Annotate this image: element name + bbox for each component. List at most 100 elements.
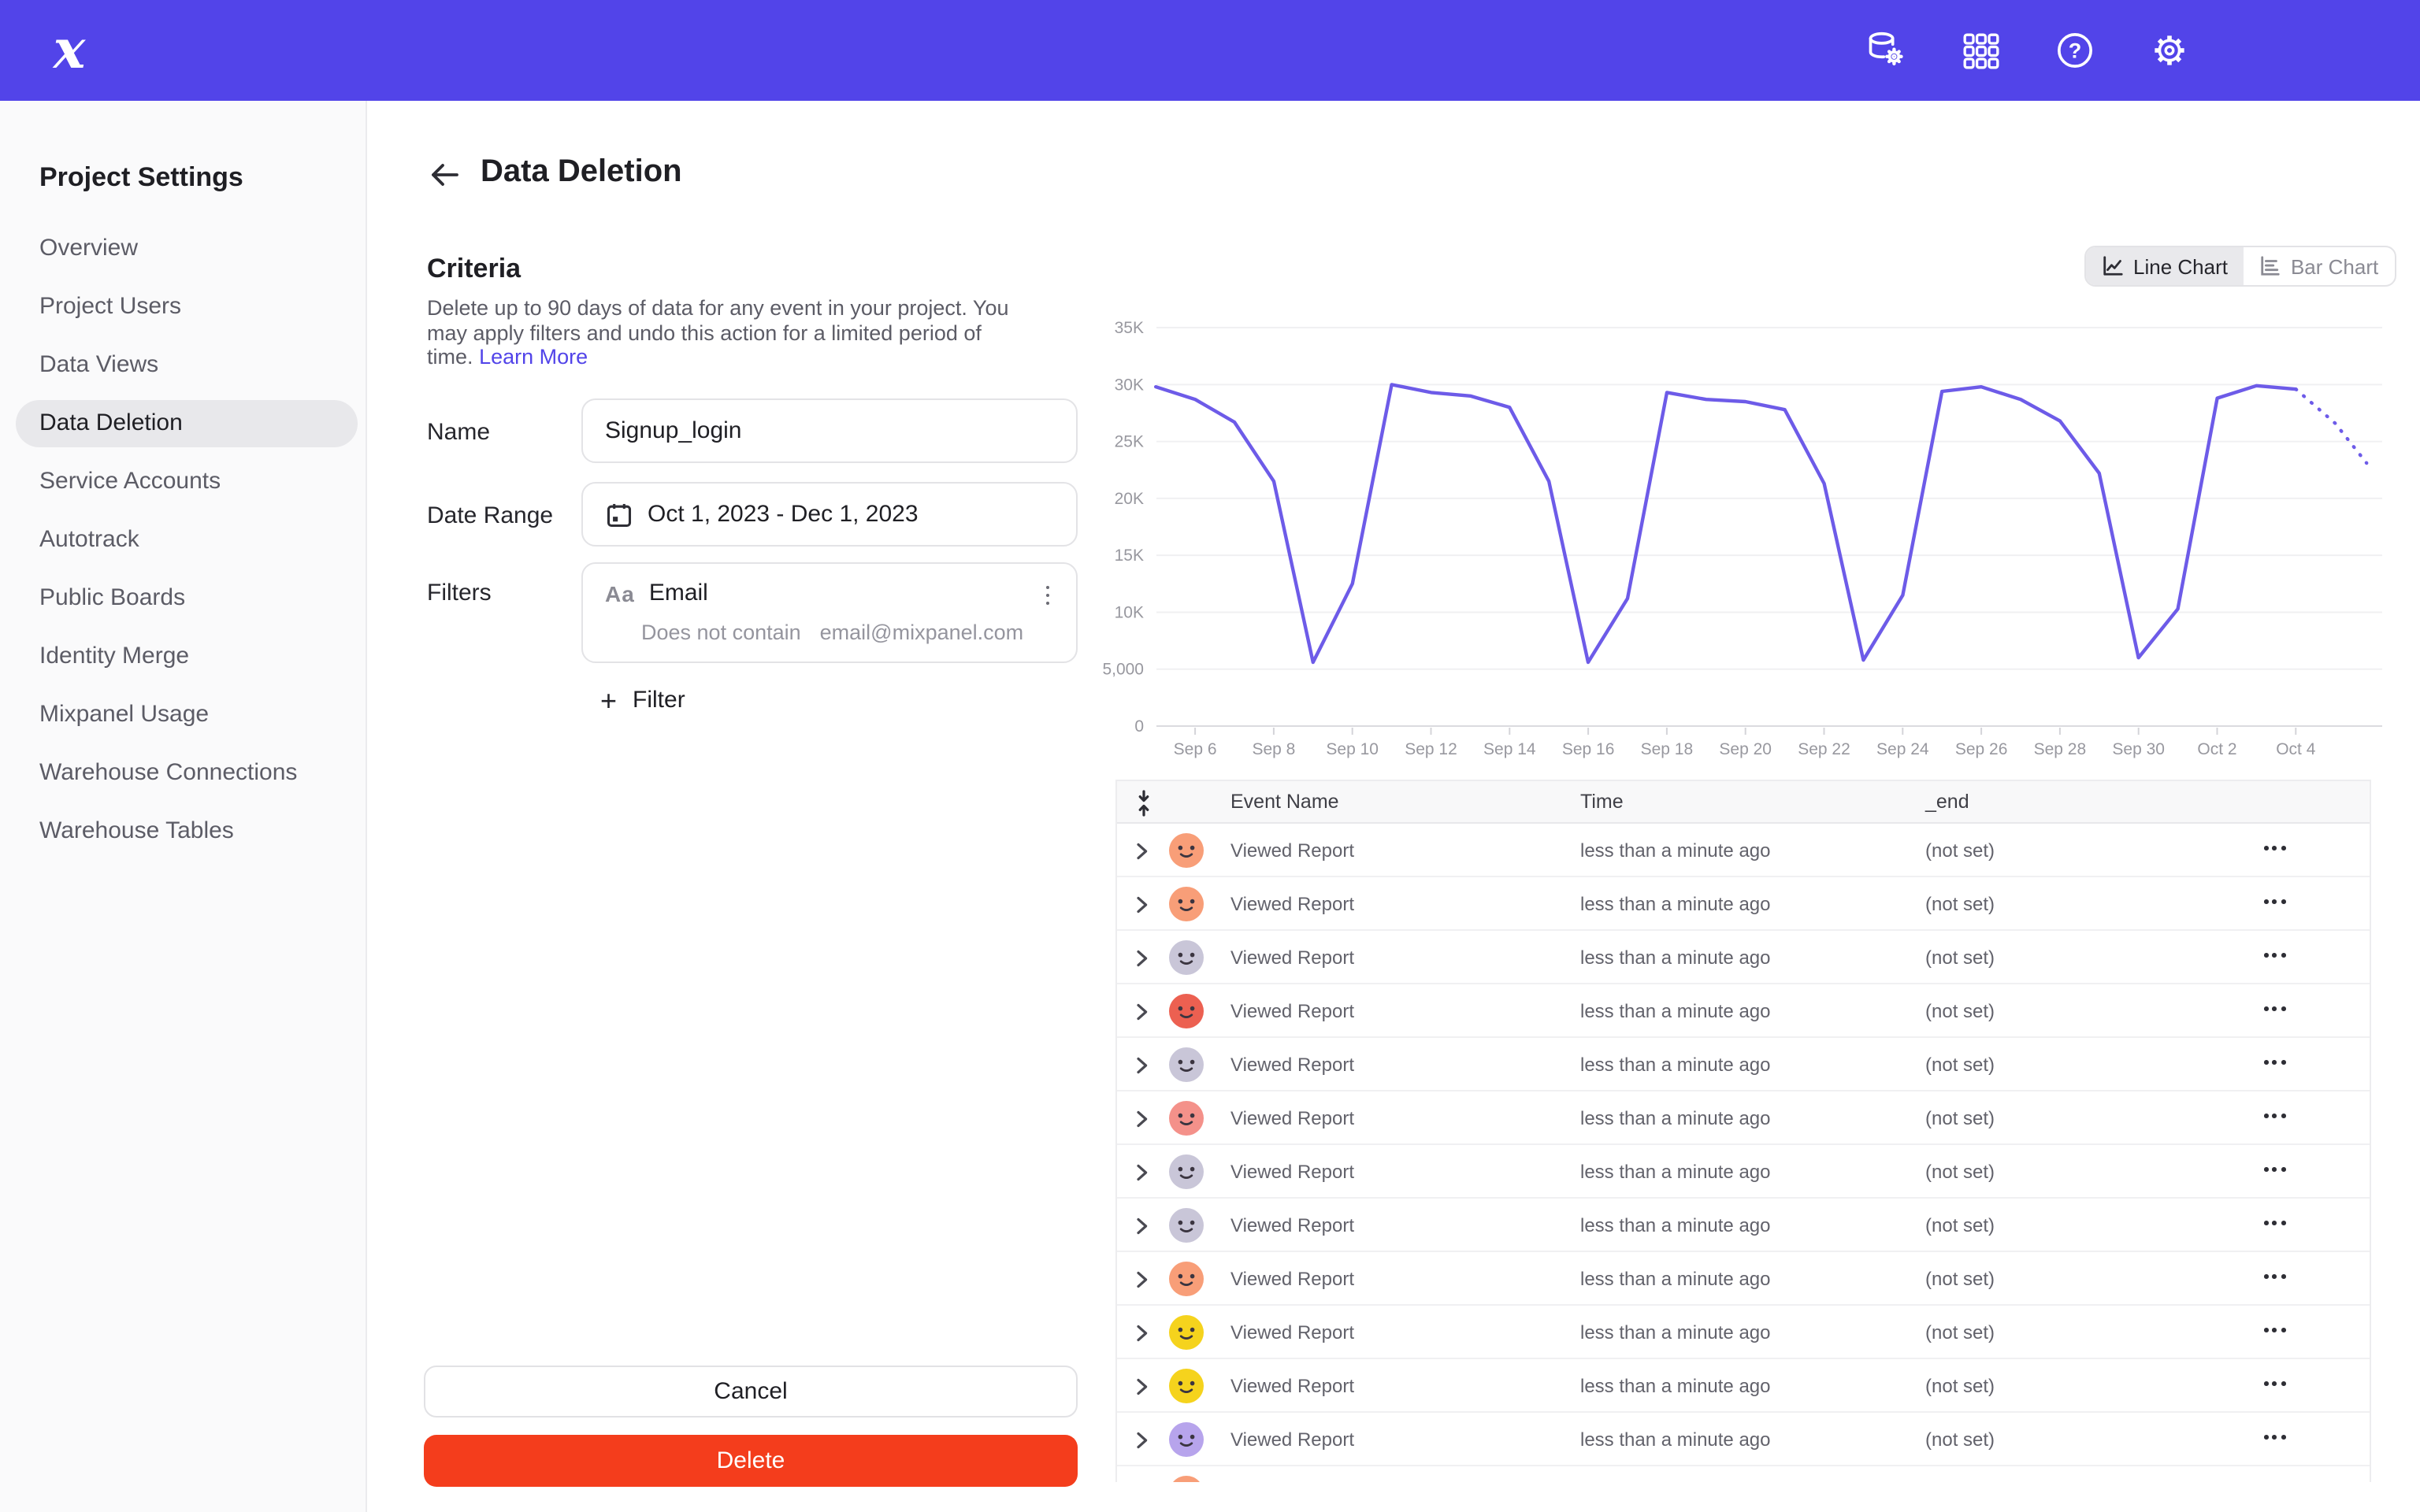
name-input[interactable]: Signup_login [581, 398, 1078, 463]
expand-chevron-icon[interactable] [1136, 1003, 1149, 1021]
user-avatar [1169, 1047, 1204, 1082]
filter-card[interactable]: Aa Email Does not contain email@mixpanel… [581, 562, 1078, 663]
expand-chevron-icon[interactable] [1136, 950, 1149, 967]
sidebar: Project Settings Overview Project Users Da… [0, 101, 367, 1512]
cell-time: less than a minute ago [1580, 947, 1771, 969]
expand-chevron-icon[interactable] [1136, 1271, 1149, 1288]
user-avatar [1169, 1154, 1204, 1189]
series-line[interactable] [1153, 383, 2298, 665]
help-icon[interactable]: ? [2054, 30, 2095, 71]
x-axis-tick-label: Sep 24 [1876, 740, 1929, 758]
mixpanel-logo[interactable]: x [53, 19, 86, 82]
cell-time: less than a minute ago [1580, 1161, 1771, 1183]
expand-chevron-icon[interactable] [1136, 843, 1149, 860]
name-input-value: Signup_login [605, 417, 742, 444]
cell-event-name: Viewed Report [1230, 1107, 1354, 1129]
user-avatar [1169, 1208, 1204, 1243]
column-header-time[interactable]: Time [1580, 791, 1624, 813]
row-options-kebab-icon[interactable] [2264, 846, 2286, 850]
cell-time: less than a minute ago [1580, 1429, 1771, 1451]
cell-end: (not set) [1925, 839, 1995, 862]
back-button[interactable] [427, 159, 462, 191]
row-options-kebab-icon[interactable] [2264, 1381, 2286, 1386]
cell-end: (not set) [1925, 947, 1995, 969]
expand-chevron-icon[interactable] [1136, 1057, 1149, 1074]
row-options-kebab-icon[interactable] [2264, 1435, 2286, 1440]
apps-grid-icon[interactable] [1960, 30, 2001, 71]
sidebar-item-public-boards[interactable]: Public Boards [39, 584, 186, 611]
sidebar-item-service-accounts[interactable]: Service Accounts [39, 468, 221, 495]
x-axis-tick-label: Sep 30 [2112, 740, 2165, 758]
expand-chevron-icon[interactable] [1136, 1378, 1149, 1395]
y-axis-tick-label: 30K [1115, 376, 1144, 394]
sidebar-item-warehouse-tables[interactable]: Warehouse Tables [39, 817, 234, 844]
sort-icon[interactable] [1131, 789, 1156, 822]
expand-chevron-icon[interactable] [1136, 1325, 1149, 1342]
cell-event-name: Viewed Report [1230, 1321, 1354, 1343]
sidebar-item-autotrack[interactable]: Autotrack [39, 526, 139, 553]
sidebar-item-project-users[interactable]: Project Users [39, 293, 182, 320]
sidebar-item-overview[interactable]: Overview [39, 235, 139, 261]
sidebar-item-data-deletion[interactable]: Data Deletion [16, 400, 358, 447]
table-body: Viewed Report less than a minute ago (not … [1117, 824, 2370, 1482]
row-options-kebab-icon[interactable] [2264, 1114, 2286, 1118]
settings-gear-icon[interactable] [2149, 30, 2190, 71]
bar-chart-toggle[interactable]: Bar Chart [2244, 247, 2394, 285]
sidebar-item-warehouse-connections[interactable]: Warehouse Connections [39, 759, 298, 786]
text-property-type-icon: Aa [605, 580, 635, 606]
column-header-event-name[interactable]: Event Name [1230, 791, 1339, 813]
row-options-kebab-icon[interactable] [2264, 1328, 2286, 1332]
expand-chevron-icon[interactable] [1136, 1110, 1149, 1128]
row-options-kebab-icon[interactable] [2264, 899, 2286, 904]
cancel-button[interactable]: Cancel [424, 1366, 1078, 1418]
learn-more-link[interactable]: Learn More [479, 345, 588, 369]
row-options-kebab-icon[interactable] [2264, 1274, 2286, 1279]
filter-property-row: Aa Email [605, 580, 708, 606]
user-avatar [1169, 1101, 1204, 1136]
row-options-kebab-icon[interactable] [2264, 1006, 2286, 1011]
sidebar-item-identity-merge[interactable]: Identity Merge [39, 643, 190, 669]
x-axis-tick-label: Oct 4 [2276, 740, 2316, 758]
expand-chevron-icon[interactable] [1136, 1432, 1149, 1449]
x-axis-tick-label: Sep 26 [1955, 740, 2008, 758]
expand-chevron-icon[interactable] [1136, 896, 1149, 914]
add-filter-button[interactable]: + Filter [600, 686, 685, 714]
expand-chevron-icon[interactable] [1136, 1217, 1149, 1235]
row-options-kebab-icon[interactable] [2264, 953, 2286, 958]
expand-chevron-icon[interactable] [1136, 1164, 1149, 1181]
criteria-description: Delete up to 90 days of data for any eve… [427, 296, 1010, 369]
sidebar-item-data-views[interactable]: Data Views [39, 351, 159, 378]
filter-options-kebab-icon[interactable] [1037, 581, 1059, 610]
delete-button[interactable]: Delete [424, 1435, 1078, 1487]
line-chart-icon [2103, 256, 2123, 276]
row-options-kebab-icon[interactable] [2264, 1221, 2286, 1225]
y-axis-tick-label: 35K [1115, 319, 1144, 337]
line-chart-toggle[interactable]: Line Chart [2086, 247, 2244, 285]
row-options-kebab-icon[interactable] [2264, 1167, 2286, 1172]
date-range-input[interactable]: Oct 1, 2023 - Dec 1, 2023 [581, 482, 1078, 547]
row-options-kebab-icon[interactable] [2264, 1060, 2286, 1065]
cell-end: (not set) [1925, 1375, 1995, 1397]
filter-value: email@mixpanel.com [819, 621, 1024, 644]
sidebar-item-mixpanel-usage[interactable]: Mixpanel Usage [39, 701, 210, 728]
criteria-heading: Criteria [427, 254, 521, 284]
x-axis-tick-label: Sep 8 [1252, 740, 1295, 758]
column-header-end[interactable]: _end [1925, 791, 1969, 813]
sidebar-title: Project Settings [39, 162, 243, 192]
filter-condition-row[interactable]: Does not contain email@mixpanel.com [641, 621, 1023, 644]
data-management-icon[interactable] [1865, 30, 1906, 71]
